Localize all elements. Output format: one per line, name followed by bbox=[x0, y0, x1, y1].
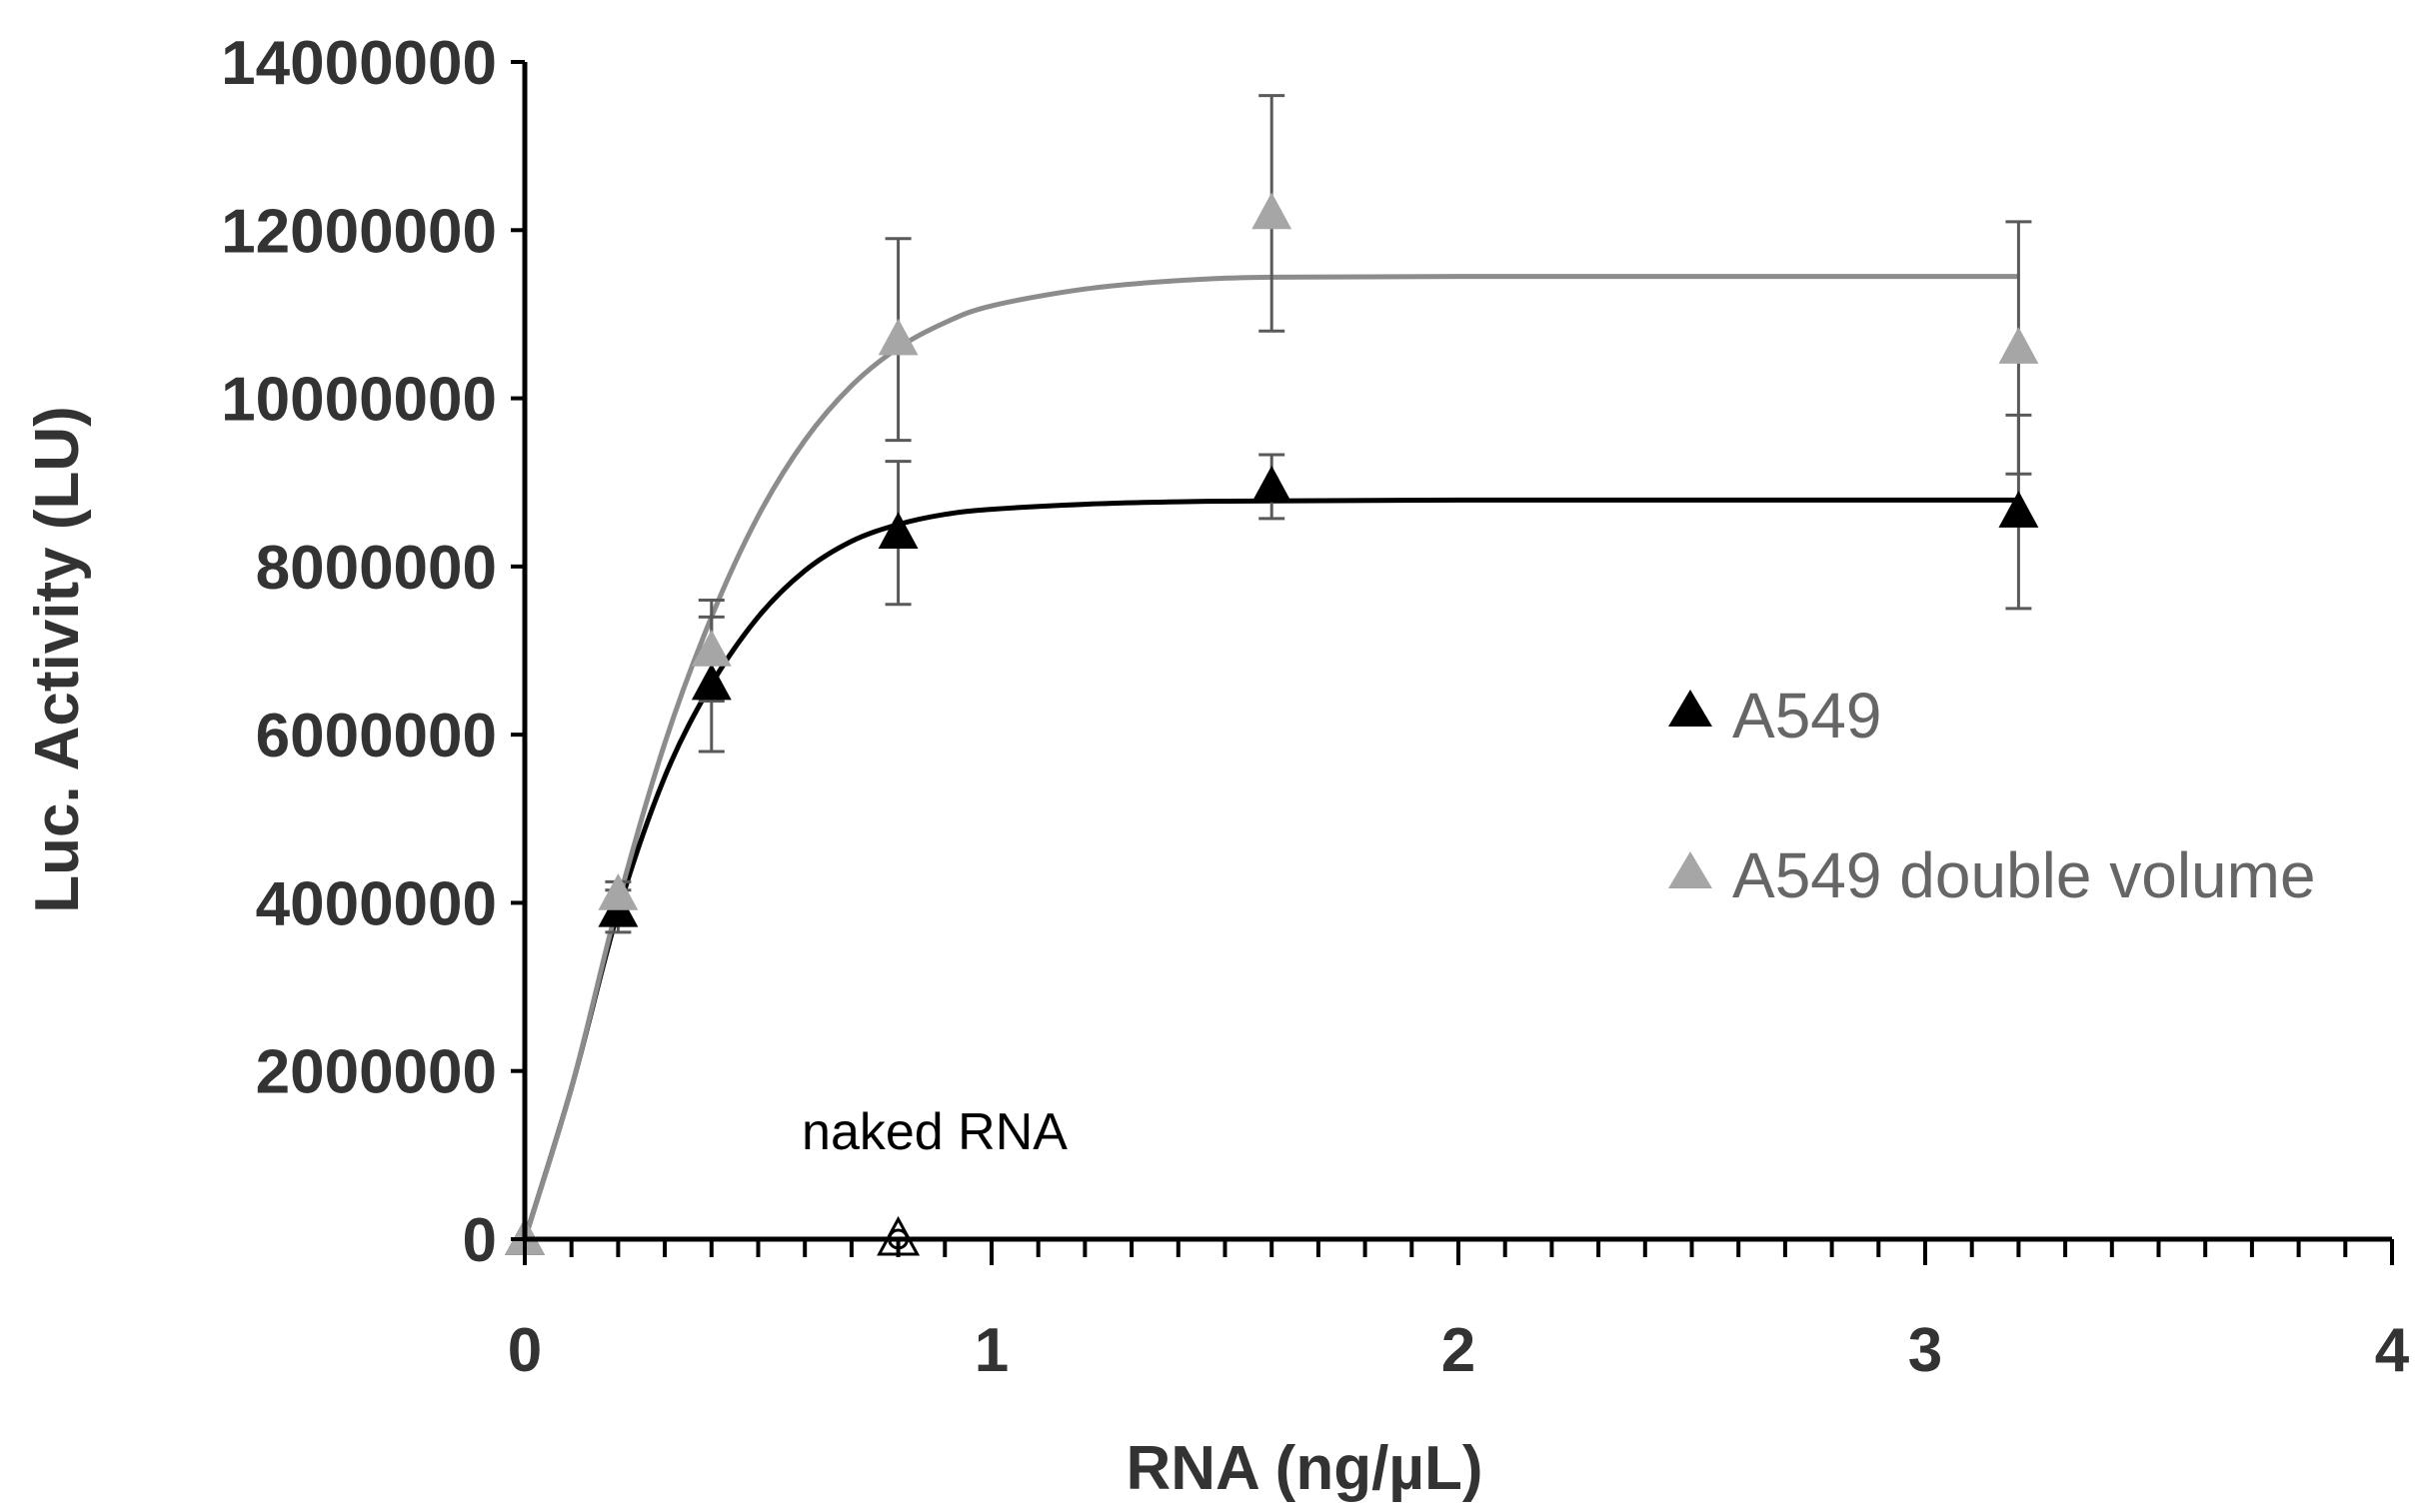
y-axis-title: Luc. Activity (LU) bbox=[23, 406, 92, 913]
data-point-a549-double-volume bbox=[1998, 327, 2039, 364]
fit-curve-0 bbox=[522, 497, 2019, 1240]
x-tick-label: 3 bbox=[1908, 1316, 1942, 1385]
x-tick-label: 0 bbox=[508, 1316, 542, 1385]
y-tick-label: 0 bbox=[463, 1206, 497, 1275]
legend-marker-a549 bbox=[1668, 690, 1712, 727]
y-tick-label: 4000000 bbox=[256, 869, 497, 938]
legend-label-a549-double-volume: A549 double volume bbox=[1732, 839, 2316, 911]
data-point-a549-double-volume bbox=[598, 873, 639, 910]
data-point-a549 bbox=[1998, 491, 2039, 528]
data-point-a549 bbox=[691, 663, 732, 701]
x-ticks: 0 1 2 3 4 bbox=[508, 1239, 2410, 1385]
axes bbox=[522, 62, 2392, 1242]
legend-label-a549: A549 bbox=[1732, 680, 1881, 752]
data-point-a549-double-volume bbox=[878, 318, 919, 356]
error-bars bbox=[605, 94, 2032, 934]
data-point-a549-double-volume bbox=[1251, 192, 1292, 230]
x-tick-label: 1 bbox=[975, 1316, 1009, 1385]
y-tick-label: 2000000 bbox=[256, 1038, 497, 1107]
legend: A549 A549 double volume bbox=[1668, 680, 2316, 911]
data-point-a549-double-volume bbox=[691, 630, 732, 667]
y-tick-label: 8000000 bbox=[256, 534, 497, 603]
fit-curves bbox=[522, 274, 2019, 1240]
y-tick-label: 10000000 bbox=[221, 366, 497, 435]
y-tick-label: 14000000 bbox=[221, 29, 497, 98]
fit-curve-1 bbox=[522, 274, 2019, 1240]
y-tick-label: 12000000 bbox=[221, 197, 497, 266]
data-point-a549 bbox=[878, 512, 919, 549]
y-ticks: 0 2000000 4000000 6000000 8000000 10000000 120… bbox=[221, 29, 525, 1275]
naked-rna-annotation: naked RNA bbox=[802, 1103, 1068, 1161]
y-tick-label: 6000000 bbox=[256, 702, 497, 770]
x-axis-title: RNA (ng/µL) bbox=[1126, 1434, 1482, 1503]
data-markers bbox=[505, 192, 2039, 1256]
data-point-a549 bbox=[1251, 465, 1292, 503]
x-tick-label: 4 bbox=[2375, 1316, 2410, 1385]
x-tick-label: 2 bbox=[1441, 1316, 1475, 1385]
legend-marker-a549-double-volume bbox=[1668, 851, 1712, 888]
